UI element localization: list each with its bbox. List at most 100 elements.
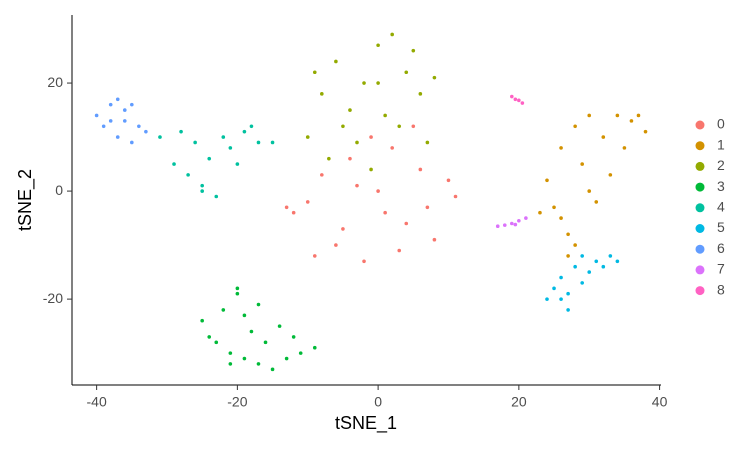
point: [242, 129, 247, 134]
point: [228, 146, 233, 150]
point: [207, 156, 212, 161]
point: [362, 81, 366, 85]
point: [376, 189, 380, 193]
point: [390, 32, 394, 37]
point: [327, 156, 331, 161]
point: [566, 291, 570, 296]
point: [513, 222, 518, 227]
point: [601, 135, 606, 139]
point: [341, 124, 345, 129]
point: [144, 129, 148, 134]
point: [235, 162, 240, 166]
point: [622, 146, 627, 150]
legend-key: [695, 286, 705, 296]
point: [348, 108, 352, 112]
point: [404, 70, 409, 75]
point: [214, 340, 219, 345]
point: [334, 59, 338, 64]
point: [376, 81, 380, 85]
point: [242, 313, 247, 318]
point: [108, 119, 113, 123]
point: [615, 259, 620, 264]
point: [122, 119, 127, 123]
point: [221, 135, 226, 139]
point: [432, 75, 437, 80]
legend-key: [695, 182, 705, 192]
point: [552, 205, 556, 210]
point: [158, 135, 162, 139]
y-tick-label: -20: [43, 290, 63, 306]
legend-key: [695, 203, 705, 213]
point: [411, 124, 416, 129]
point: [355, 140, 359, 145]
point: [390, 146, 394, 150]
point: [594, 200, 599, 204]
point: [538, 210, 542, 215]
point: [432, 237, 437, 242]
point: [235, 291, 240, 296]
point: [580, 162, 584, 166]
point: [228, 362, 233, 366]
point: [559, 275, 563, 280]
point: [172, 162, 176, 166]
point: [510, 94, 514, 99]
point: [256, 302, 261, 307]
point: [552, 286, 556, 291]
point: [601, 264, 606, 269]
point: [214, 194, 219, 199]
legend-label: 0: [717, 116, 725, 132]
point: [559, 216, 563, 220]
point: [200, 318, 204, 323]
point: [510, 221, 514, 226]
point: [397, 248, 402, 253]
point: [362, 259, 366, 264]
point: [242, 356, 247, 361]
point: [369, 135, 373, 139]
legend-label: 2: [717, 157, 725, 173]
point: [207, 335, 212, 339]
point: [404, 221, 409, 226]
point: [355, 183, 359, 188]
x-tick-label: 0: [374, 394, 382, 410]
point: [334, 243, 338, 247]
x-tick-label: -40: [87, 394, 107, 410]
legend-key: [695, 265, 705, 275]
point: [101, 124, 106, 129]
point: [566, 254, 570, 258]
point: [284, 356, 289, 361]
point: [221, 308, 226, 312]
point: [580, 281, 584, 285]
point: [425, 140, 430, 145]
point: [305, 135, 310, 139]
point: [513, 97, 518, 102]
legend-key: [695, 161, 705, 171]
point: [495, 224, 500, 228]
point: [383, 113, 387, 118]
legend-label: 8: [717, 281, 725, 297]
x-tick-label: 20: [511, 394, 527, 410]
point: [256, 140, 261, 145]
legend-label: 5: [717, 219, 725, 235]
point: [636, 113, 641, 118]
legend-key: [695, 224, 705, 233]
point: [608, 254, 613, 258]
point: [115, 97, 120, 102]
point: [179, 129, 183, 134]
point: [517, 218, 521, 223]
point: [130, 102, 134, 107]
point: [615, 113, 620, 118]
point: [559, 146, 563, 150]
point: [411, 48, 416, 53]
point: [256, 362, 261, 366]
point: [369, 167, 373, 172]
point: [291, 210, 296, 215]
point: [566, 232, 570, 237]
point: [643, 129, 648, 134]
point: [108, 102, 113, 107]
point: [270, 367, 275, 372]
point: [320, 92, 324, 96]
point: [94, 113, 99, 118]
point: [228, 351, 233, 355]
point: [545, 297, 549, 301]
